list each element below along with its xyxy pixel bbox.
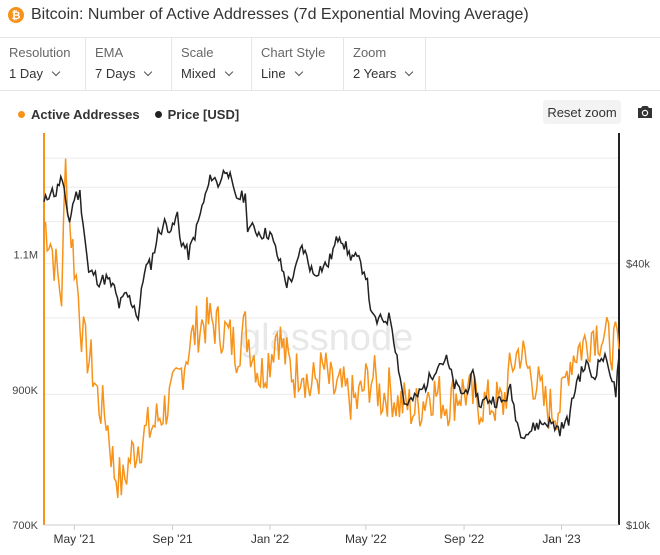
chevron-down-icon: [405, 67, 414, 76]
resolution-value: 1 Day: [9, 66, 43, 81]
x-tick-label: May '22: [345, 532, 387, 546]
chevron-down-icon: [294, 67, 303, 76]
chart-style-value: Line: [261, 66, 286, 81]
chart-style-label: Chart Style: [261, 45, 326, 60]
legend-item-price[interactable]: Price [USD]: [154, 107, 240, 122]
scale-value: Mixed: [181, 66, 216, 81]
chevron-down-icon: [224, 67, 233, 76]
ema-label: EMA: [95, 45, 124, 60]
x-tick-label: Jan '23: [542, 532, 581, 546]
x-tick-label: May '21: [54, 532, 96, 546]
bitcoin-icon: ₿: [8, 7, 24, 23]
zoom-label: Zoom: [353, 45, 387, 60]
chart-controls: Resolution 1 Day EMA 7 Days Scale Mixed …: [0, 37, 660, 91]
x-tick-label: Jan '22: [251, 532, 290, 546]
y-right-tick-label: $10k: [626, 520, 650, 532]
legend-dot: [18, 111, 25, 118]
legend-item-active-addresses[interactable]: Active Addresses: [18, 107, 140, 122]
chart-area[interactable]: glassnode 1.1M 900K 700K $40k $10k May '21 S…: [0, 125, 660, 555]
resolution-label: Resolution: [9, 45, 71, 60]
title-row: ₿ Bitcoin: Number of Active Addresses (7…: [8, 4, 529, 26]
zoom-select[interactable]: Zoom 2 Years: [344, 38, 426, 90]
y-left-tick-label: 700K: [12, 520, 38, 532]
resolution-select[interactable]: Resolution 1 Day: [0, 38, 86, 90]
legend-label: Price [USD]: [167, 107, 240, 122]
chevron-down-icon: [144, 67, 153, 76]
y-right-tick-label: $40k: [626, 259, 650, 271]
gridlines: [44, 157, 619, 395]
watermark: glassnode: [240, 317, 413, 359]
legend-label: Active Addresses: [31, 107, 140, 122]
y-left-tick-label: 1.1M: [14, 250, 38, 262]
page-title: Bitcoin: Number of Active Addresses (7d …: [31, 6, 529, 23]
scale-select[interactable]: Scale Mixed: [172, 38, 252, 90]
legend-dot: [154, 111, 162, 118]
ema-select[interactable]: EMA 7 Days: [86, 38, 172, 90]
series-active-addresses-line: [43, 158, 620, 498]
x-tick-label: Sep '21: [152, 532, 193, 546]
chart-style-select[interactable]: Chart Style Line: [252, 38, 344, 90]
reset-zoom-button[interactable]: Reset zoom: [543, 100, 621, 124]
x-tick-label: Sep '22: [444, 532, 485, 546]
series-price-line: [43, 168, 620, 440]
scale-label: Scale: [181, 45, 214, 60]
ema-value: 7 Days: [95, 66, 136, 81]
camera-icon[interactable]: [636, 103, 654, 121]
zoom-value: 2 Years: [353, 66, 397, 81]
chart-legend: Active Addresses Price [USD]: [18, 107, 254, 122]
chevron-down-icon: [51, 67, 61, 76]
y-left-tick-label: 900K: [12, 385, 38, 397]
